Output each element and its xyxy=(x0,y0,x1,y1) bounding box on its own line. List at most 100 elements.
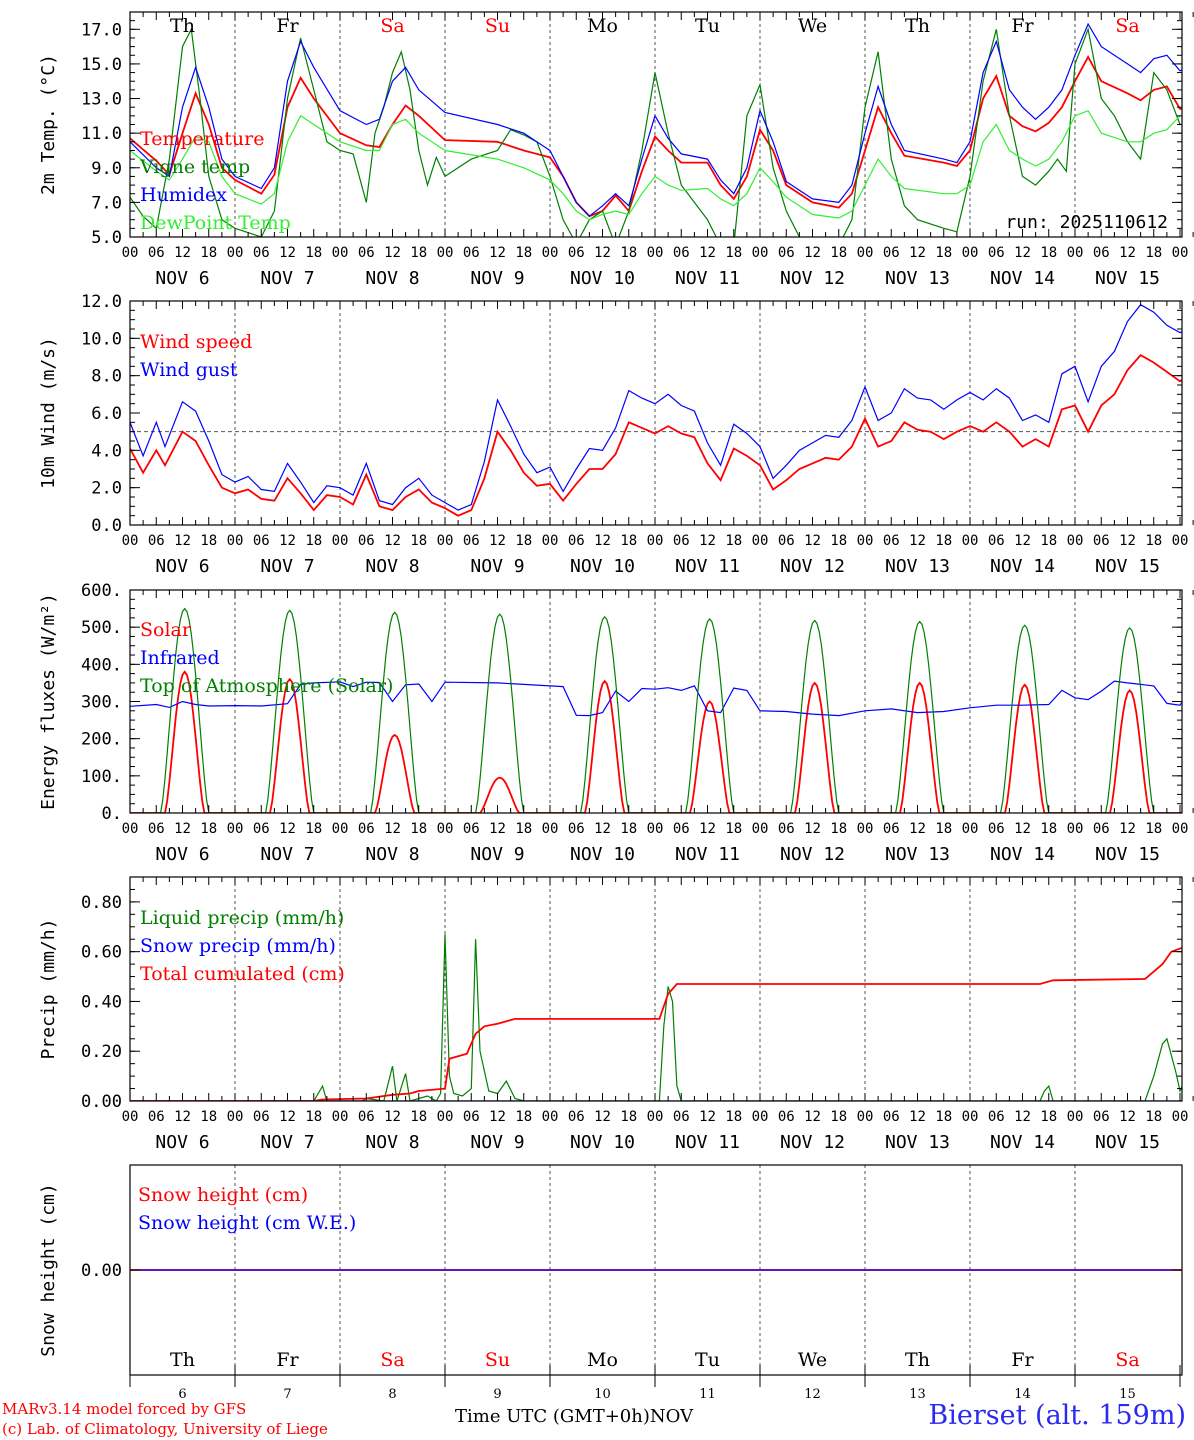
weekday-label: Th xyxy=(170,15,195,37)
y-tick-label: 100. xyxy=(81,767,122,787)
hour-tick-label: 00 xyxy=(332,1109,349,1125)
y-tick-label: 0.0 xyxy=(91,516,122,536)
series-line-wind-speed xyxy=(130,353,1182,517)
hour-tick-label: 12 xyxy=(699,533,716,549)
y-tick-label: 500. xyxy=(81,618,122,638)
temp-ylabel: 2m Temp. (°C) xyxy=(38,54,59,195)
hour-tick-label: 18 xyxy=(305,245,322,261)
hour-tick-label: 06 xyxy=(253,821,270,837)
legend-wind-gust: Wind gust xyxy=(140,359,238,381)
y-tick-label: 300. xyxy=(81,693,122,713)
hour-tick-label: 00 xyxy=(437,1109,454,1125)
x-axis-title: Time UTC (GMT+0h)NOV xyxy=(455,1406,694,1427)
date-label: NOV 14 xyxy=(990,268,1055,289)
date-label: NOV 8 xyxy=(365,268,419,289)
date-label: NOV 6 xyxy=(155,556,209,577)
hour-tick-label: 12 xyxy=(174,533,191,549)
series-line-humidex xyxy=(130,22,1182,218)
y-tick-label: 200. xyxy=(81,730,122,750)
hour-tick-label: 00 xyxy=(857,821,874,837)
y-tick-label: 600. xyxy=(81,581,122,601)
hour-tick-label: 18 xyxy=(1040,245,1057,261)
hour-tick-label: 18 xyxy=(725,821,742,837)
hour-tick-label: 12 xyxy=(909,533,926,549)
weekday-label: Fr xyxy=(276,15,299,37)
hour-tick-label: 12 xyxy=(279,533,296,549)
hour-tick-label: 12 xyxy=(699,1109,716,1125)
hour-tick-label: 12 xyxy=(804,1109,821,1125)
y-tick-label: 0.60 xyxy=(81,943,122,963)
hour-tick-label: 00 xyxy=(1172,1109,1189,1125)
hour-tick-label: 00 xyxy=(542,533,559,549)
weekday-label: We xyxy=(798,1349,827,1371)
hour-tick-label: 12 xyxy=(594,245,611,261)
date-label: NOV 8 xyxy=(365,1132,419,1153)
hour-tick-label: 12 xyxy=(384,245,401,261)
date-label: NOV 6 xyxy=(155,844,209,865)
series-line-total-cumulated-cm- xyxy=(130,946,1182,1101)
hour-tick-label: 06 xyxy=(568,1109,585,1125)
temp-frame xyxy=(129,11,1183,238)
y-tick-label: 0.20 xyxy=(81,1042,122,1062)
hour-tick-label: 06 xyxy=(253,533,270,549)
hour-tick-label: 06 xyxy=(673,533,690,549)
y-tick-label: 8.0 xyxy=(91,367,122,387)
hour-tick-label: 06 xyxy=(358,821,375,837)
hour-tick-label: 00 xyxy=(542,821,559,837)
series-line-top-of-atmosphere-solar- xyxy=(130,607,1182,813)
hour-tick-label: 00 xyxy=(122,533,139,549)
hour-tick-label: 12 xyxy=(1119,1109,1136,1125)
date-label: NOV 10 xyxy=(570,844,635,865)
day-number-label: 10 xyxy=(594,1387,611,1402)
hour-tick-label: 18 xyxy=(830,533,847,549)
weekday-label: Th xyxy=(905,15,930,37)
hour-tick-label: 06 xyxy=(1093,1109,1110,1125)
hour-tick-label: 18 xyxy=(200,533,217,549)
hour-tick-label: 06 xyxy=(673,245,690,261)
y-tick-label: 0.00 xyxy=(81,1092,122,1112)
y-tick-label: 0.80 xyxy=(81,893,122,913)
hour-tick-label: 18 xyxy=(725,533,742,549)
date-label: NOV 12 xyxy=(780,844,845,865)
hour-tick-label: 06 xyxy=(463,245,480,261)
hour-tick-label: 06 xyxy=(673,1109,690,1125)
weekday-label: Mo xyxy=(587,15,618,37)
hour-tick-label: 06 xyxy=(778,245,795,261)
date-label: NOV 8 xyxy=(365,556,419,577)
hour-tick-label: 06 xyxy=(463,533,480,549)
legend-dewpoint-temp: DewPoint Temp xyxy=(140,212,291,234)
hour-tick-label: 12 xyxy=(489,533,506,549)
day-number-label: 12 xyxy=(804,1387,821,1402)
hour-tick-label: 12 xyxy=(1014,533,1031,549)
hour-tick-label: 00 xyxy=(332,533,349,549)
hour-tick-label: 06 xyxy=(673,821,690,837)
y-tick-label: 12.0 xyxy=(81,292,122,312)
model-credit: MARv3.14 model forced by GFS xyxy=(2,1400,247,1418)
hour-tick-label: 12 xyxy=(384,533,401,549)
date-label: NOV 11 xyxy=(675,268,740,289)
hour-tick-label: 18 xyxy=(1040,821,1057,837)
y-tick-label: 11.0 xyxy=(81,124,122,144)
hour-tick-label: 12 xyxy=(279,821,296,837)
hour-tick-label: 00 xyxy=(857,245,874,261)
weekday-label: Fr xyxy=(1011,1349,1034,1371)
hour-tick-label: 06 xyxy=(568,821,585,837)
y-tick-label: 4.0 xyxy=(91,441,122,461)
hour-tick-label: 12 xyxy=(384,1109,401,1125)
y-tick-label: 10.0 xyxy=(81,329,122,349)
date-label: NOV 6 xyxy=(155,1132,209,1153)
date-label: NOV 15 xyxy=(1095,268,1160,289)
hour-tick-label: 12 xyxy=(594,821,611,837)
day-number-label: 14 xyxy=(1014,1387,1031,1402)
snow-ylabel: Snow height (cm) xyxy=(38,1183,59,1356)
hour-tick-label: 18 xyxy=(515,1109,532,1125)
hour-tick-label: 00 xyxy=(1172,821,1189,837)
hour-tick-label: 18 xyxy=(515,821,532,837)
legend-snow-precip-mm-h-: Snow precip (mm/h) xyxy=(140,935,336,957)
hour-tick-label: 00 xyxy=(122,821,139,837)
hour-tick-label: 18 xyxy=(725,1109,742,1125)
day-number-label: 7 xyxy=(283,1387,291,1402)
wind-ylabel: 10m Wind (m/s) xyxy=(38,337,59,489)
date-label: NOV 11 xyxy=(675,844,740,865)
